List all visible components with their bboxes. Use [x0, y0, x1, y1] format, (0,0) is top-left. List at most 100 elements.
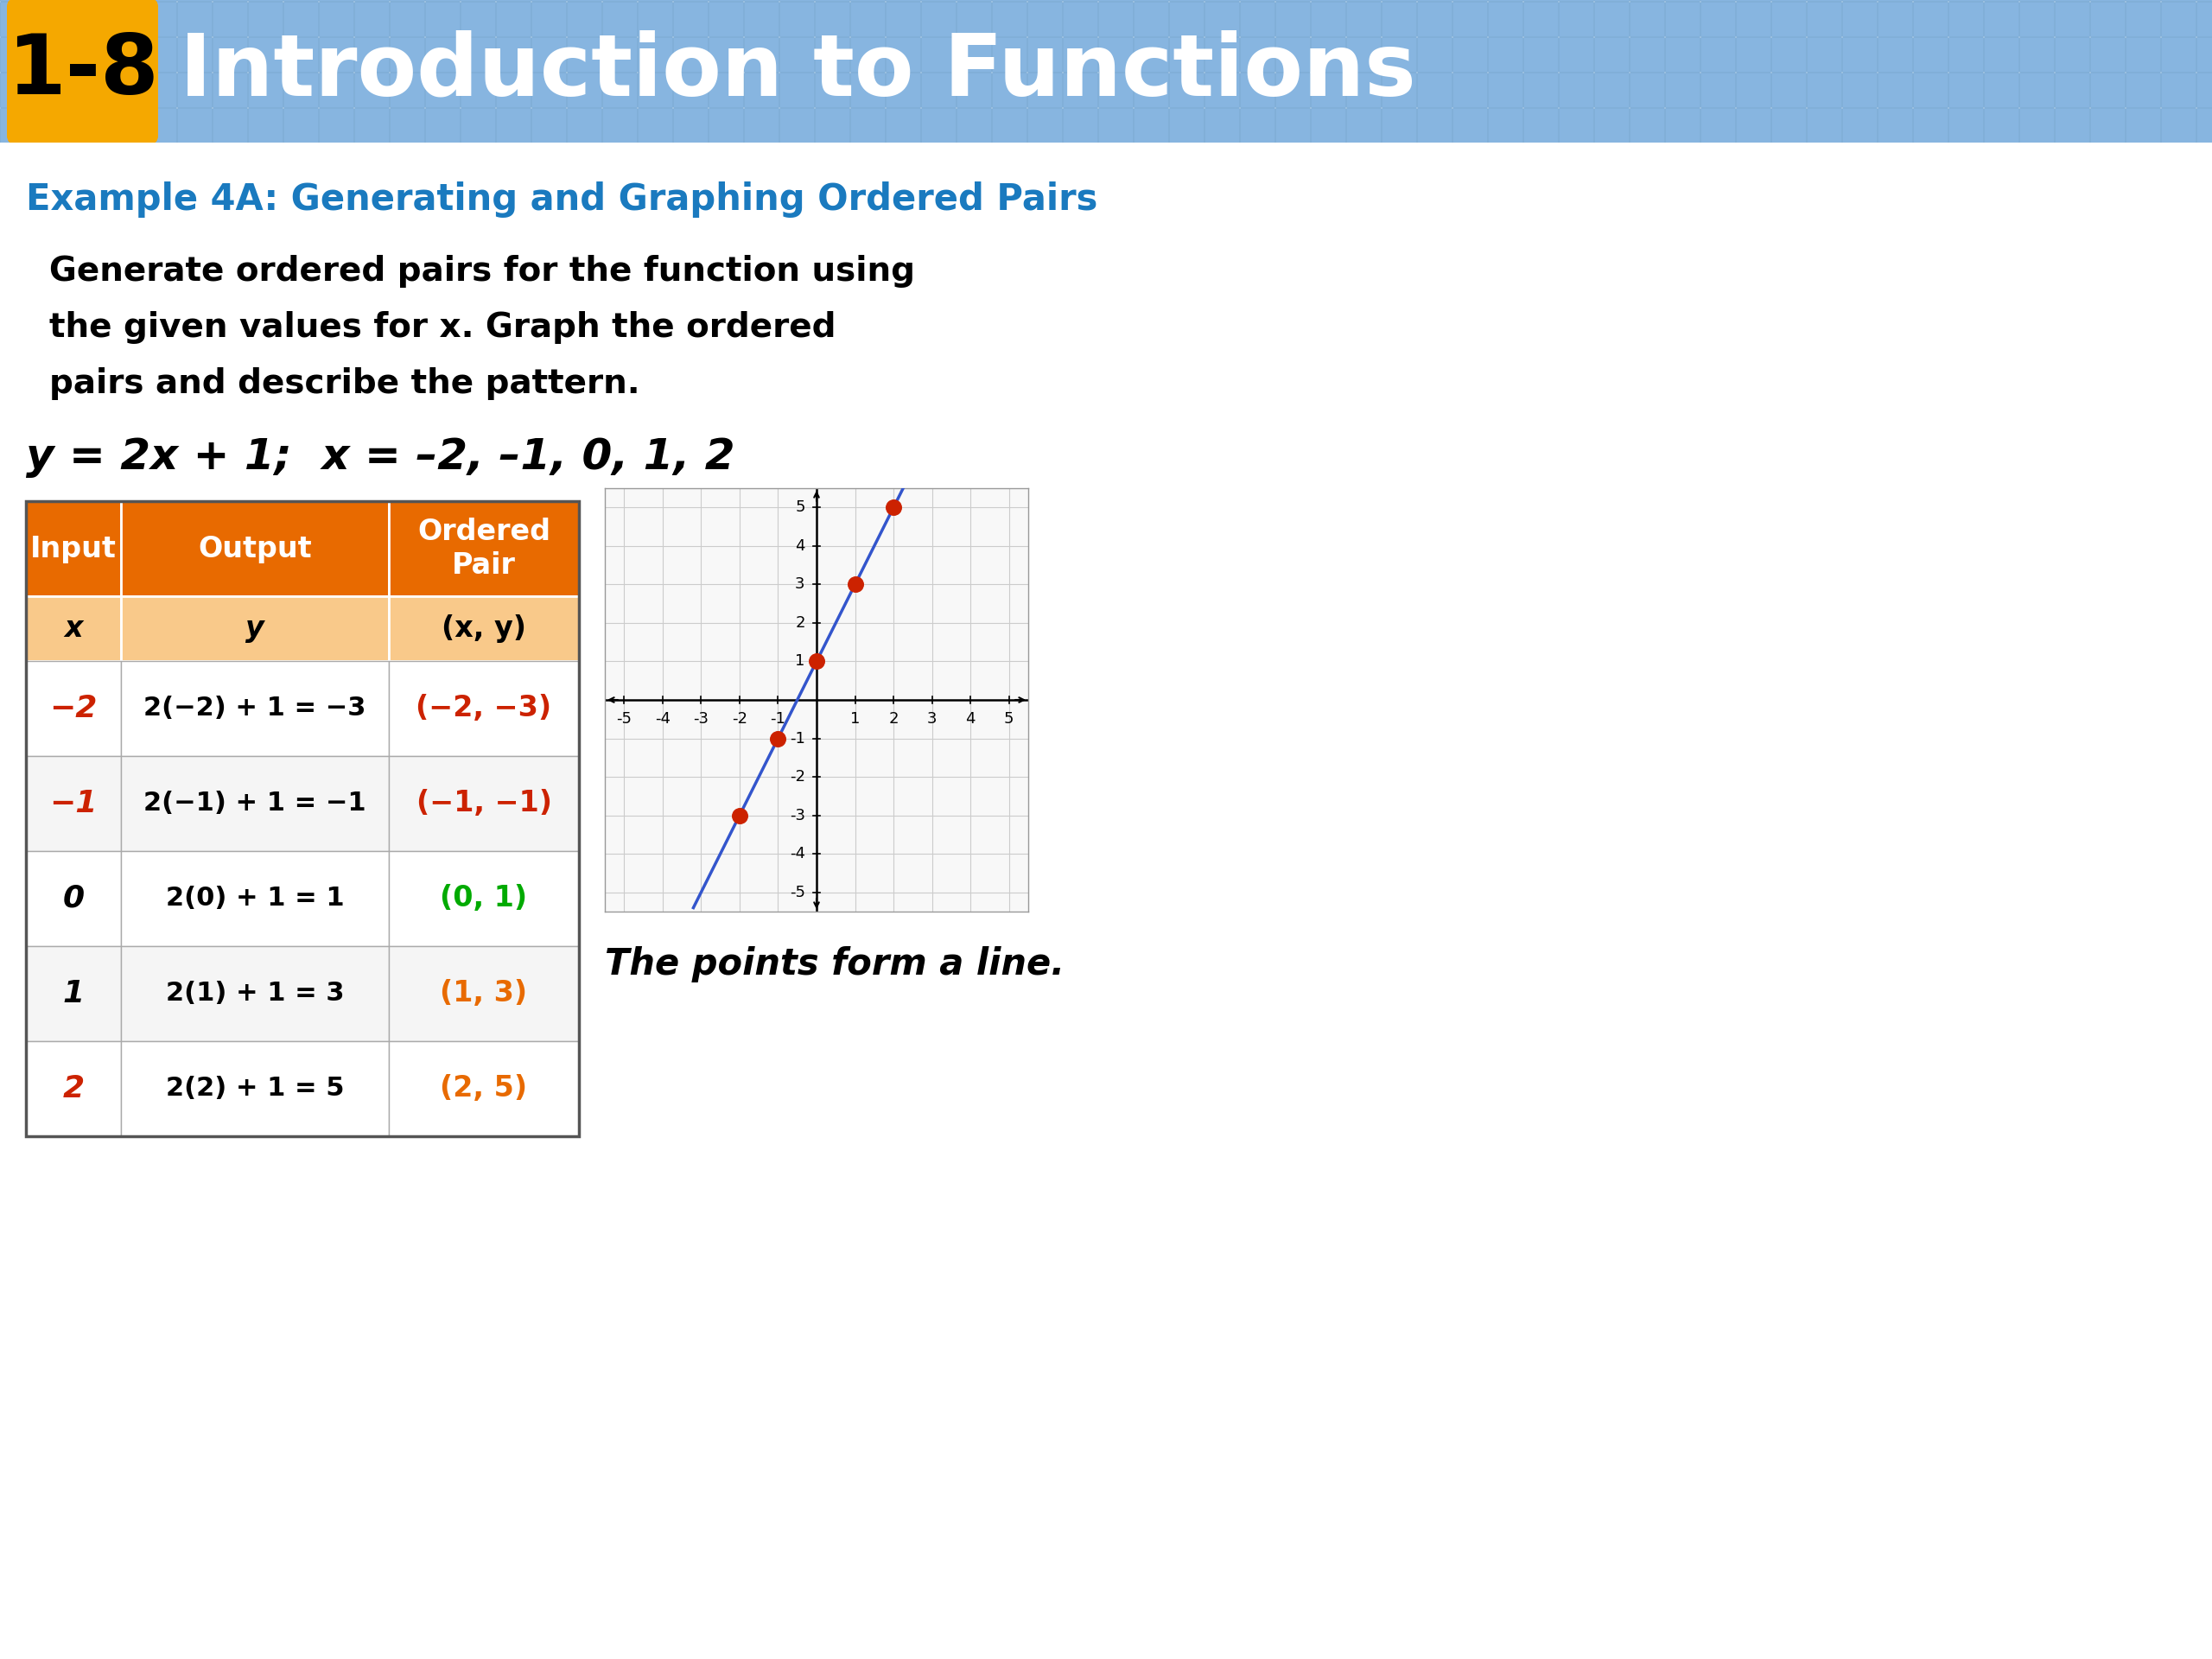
Text: -4: -4: [790, 846, 805, 861]
FancyBboxPatch shape: [1276, 108, 1310, 143]
FancyBboxPatch shape: [2197, 2, 2212, 36]
FancyBboxPatch shape: [1418, 108, 1451, 143]
FancyBboxPatch shape: [71, 2, 106, 36]
FancyBboxPatch shape: [1062, 108, 1097, 143]
FancyBboxPatch shape: [1453, 36, 1486, 71]
Text: −1: −1: [49, 790, 97, 818]
FancyBboxPatch shape: [212, 2, 248, 36]
Text: y: y: [246, 614, 263, 642]
FancyBboxPatch shape: [1312, 36, 1345, 71]
FancyBboxPatch shape: [142, 108, 177, 143]
FancyBboxPatch shape: [389, 2, 425, 36]
FancyBboxPatch shape: [71, 73, 106, 108]
FancyBboxPatch shape: [2161, 36, 2197, 71]
FancyBboxPatch shape: [1559, 2, 1593, 36]
FancyBboxPatch shape: [1984, 36, 2020, 71]
FancyBboxPatch shape: [2090, 108, 2126, 143]
Text: -3: -3: [692, 712, 708, 727]
FancyBboxPatch shape: [1772, 36, 1805, 71]
FancyBboxPatch shape: [27, 501, 122, 596]
FancyBboxPatch shape: [1736, 2, 1770, 36]
FancyBboxPatch shape: [814, 73, 849, 108]
FancyBboxPatch shape: [1701, 2, 1734, 36]
FancyBboxPatch shape: [672, 2, 708, 36]
Text: 2(0) + 1 = 1: 2(0) + 1 = 1: [166, 886, 345, 911]
Text: Copyright © by Holt, Rinehart and Winston. All Rights Reserved.: Copyright © by Holt, Rinehart and Winsto…: [681, 1624, 1531, 1651]
FancyBboxPatch shape: [425, 108, 460, 143]
FancyBboxPatch shape: [1347, 2, 1380, 36]
FancyBboxPatch shape: [389, 501, 580, 596]
FancyBboxPatch shape: [1347, 108, 1380, 143]
Point: [799, 649, 834, 675]
FancyBboxPatch shape: [1453, 108, 1486, 143]
FancyBboxPatch shape: [27, 757, 122, 851]
FancyBboxPatch shape: [248, 73, 283, 108]
FancyBboxPatch shape: [1984, 108, 2020, 143]
FancyBboxPatch shape: [1949, 73, 1982, 108]
FancyBboxPatch shape: [389, 596, 580, 660]
FancyBboxPatch shape: [27, 946, 122, 1042]
FancyBboxPatch shape: [122, 757, 389, 851]
FancyBboxPatch shape: [1206, 2, 1239, 36]
FancyBboxPatch shape: [1206, 108, 1239, 143]
Text: (2, 5): (2, 5): [440, 1075, 529, 1103]
FancyBboxPatch shape: [743, 73, 779, 108]
FancyBboxPatch shape: [460, 36, 495, 71]
FancyBboxPatch shape: [1062, 2, 1097, 36]
Text: 2(−2) + 1 = −3: 2(−2) + 1 = −3: [144, 697, 367, 722]
FancyBboxPatch shape: [7, 0, 157, 144]
FancyBboxPatch shape: [1736, 108, 1770, 143]
FancyBboxPatch shape: [885, 36, 920, 71]
FancyBboxPatch shape: [2020, 36, 2055, 71]
FancyBboxPatch shape: [849, 108, 885, 143]
FancyBboxPatch shape: [1701, 108, 1734, 143]
FancyBboxPatch shape: [1097, 36, 1133, 71]
FancyBboxPatch shape: [1062, 36, 1097, 71]
Text: y = 2x + 1;  x = –2, –1, 0, 1, 2: y = 2x + 1; x = –2, –1, 0, 1, 2: [27, 436, 734, 478]
FancyBboxPatch shape: [1559, 73, 1593, 108]
FancyBboxPatch shape: [1666, 108, 1699, 143]
Text: -1: -1: [770, 712, 785, 727]
FancyBboxPatch shape: [920, 36, 956, 71]
FancyBboxPatch shape: [35, 73, 71, 108]
FancyBboxPatch shape: [425, 36, 460, 71]
Text: 3: 3: [794, 577, 805, 592]
FancyBboxPatch shape: [248, 2, 283, 36]
FancyBboxPatch shape: [460, 108, 495, 143]
FancyBboxPatch shape: [708, 108, 743, 143]
Text: 3: 3: [927, 712, 938, 727]
FancyBboxPatch shape: [319, 73, 354, 108]
FancyBboxPatch shape: [2126, 73, 2161, 108]
FancyBboxPatch shape: [1949, 108, 1982, 143]
FancyBboxPatch shape: [2197, 108, 2212, 143]
FancyBboxPatch shape: [177, 73, 212, 108]
FancyBboxPatch shape: [319, 108, 354, 143]
FancyBboxPatch shape: [672, 108, 708, 143]
FancyBboxPatch shape: [1347, 36, 1380, 71]
FancyBboxPatch shape: [1630, 73, 1663, 108]
FancyBboxPatch shape: [27, 851, 122, 946]
FancyBboxPatch shape: [212, 73, 248, 108]
FancyBboxPatch shape: [531, 36, 566, 71]
FancyBboxPatch shape: [1241, 73, 1274, 108]
FancyBboxPatch shape: [389, 851, 580, 946]
FancyBboxPatch shape: [814, 2, 849, 36]
FancyBboxPatch shape: [495, 2, 531, 36]
FancyBboxPatch shape: [2020, 73, 2055, 108]
FancyBboxPatch shape: [1170, 73, 1203, 108]
FancyBboxPatch shape: [637, 2, 672, 36]
FancyBboxPatch shape: [1097, 2, 1133, 36]
Text: -1: -1: [790, 730, 805, 747]
FancyBboxPatch shape: [2126, 36, 2161, 71]
Text: Ordered
Pair: Ordered Pair: [418, 518, 551, 579]
FancyBboxPatch shape: [708, 36, 743, 71]
Text: Introduction to Functions: Introduction to Functions: [179, 30, 1416, 113]
Text: 2: 2: [62, 1073, 84, 1103]
Text: (1, 3): (1, 3): [440, 979, 529, 1009]
FancyBboxPatch shape: [35, 2, 71, 36]
FancyBboxPatch shape: [1807, 2, 1840, 36]
Text: Example 4A: Generating and Graphing Ordered Pairs: Example 4A: Generating and Graphing Orde…: [27, 181, 1097, 217]
Text: 4: 4: [794, 538, 805, 554]
FancyBboxPatch shape: [814, 108, 849, 143]
FancyBboxPatch shape: [602, 73, 637, 108]
